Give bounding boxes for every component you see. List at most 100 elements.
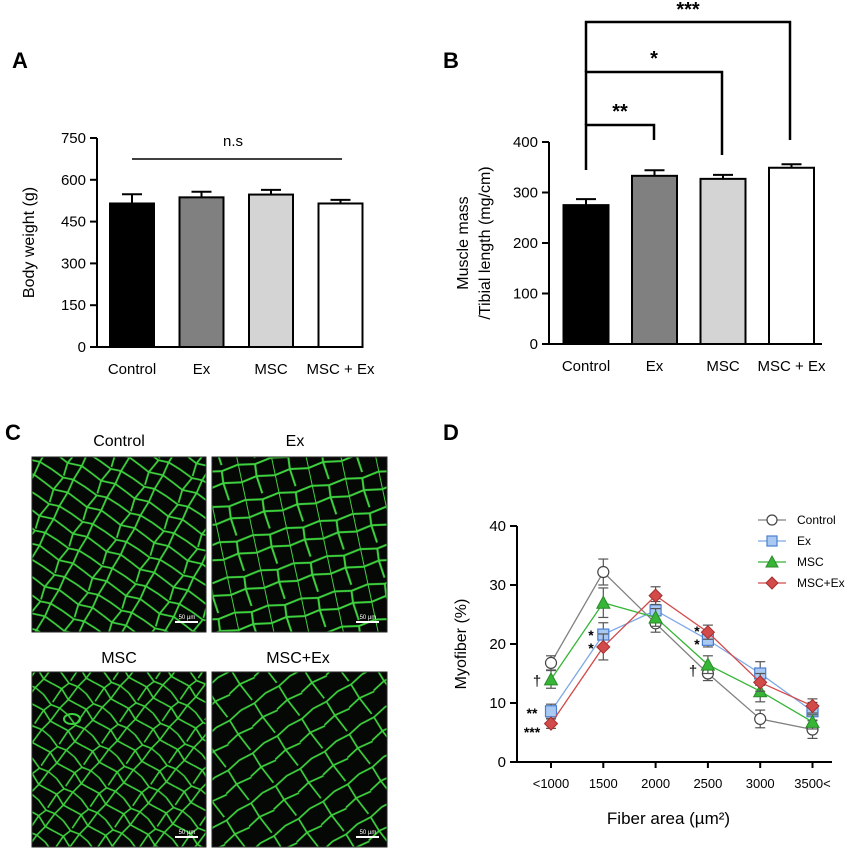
y-tick-label: 600: [61, 172, 86, 189]
data-point: [805, 698, 820, 714]
data-point: [543, 671, 559, 686]
y-axis-label: Muscle mass: [455, 196, 472, 289]
panel-a-bar-chart: 0 150 300 450 600 750 Control Ex MSC MSC + Ex Body…: [21, 130, 375, 378]
data-point: [765, 554, 779, 568]
significance-stars-ex: **: [612, 101, 628, 123]
data-point: [597, 565, 610, 579]
x-tick-label: 3000: [746, 776, 775, 791]
marker-star-1500-b: *: [588, 640, 594, 656]
y-tick-label: 0: [78, 339, 86, 356]
scale-bar-label: 50 µm: [360, 830, 377, 836]
data-point: [648, 588, 663, 603]
y-tick-label: 400: [513, 134, 538, 151]
y-tick-label: 300: [61, 255, 86, 272]
significance-stars-msc: *: [650, 48, 658, 70]
marker-star-2500-a: *: [694, 623, 700, 639]
y-tick-label: 10: [489, 695, 506, 712]
ns-annotation: n.s: [223, 133, 243, 150]
marker-triple-star-1000: ***: [524, 724, 541, 740]
category-label: MSC: [706, 358, 740, 375]
legend-label: Ex: [797, 534, 811, 548]
y-tick-label: 0: [498, 754, 506, 771]
data-point: [596, 639, 611, 655]
y-tick-label: 300: [513, 185, 538, 202]
legend-label: MSC+Ex: [797, 576, 845, 590]
marker-double-star-1000: **: [527, 705, 538, 721]
data-point: [544, 656, 558, 669]
series-line-1: [550, 609, 813, 712]
bar: [178, 196, 225, 348]
category-label: Ex: [193, 361, 211, 378]
panel-letter-b: B: [443, 48, 459, 73]
micrograph-mscex: MSC+Ex 50 µm: [211, 650, 388, 848]
micrograph-ex: Ex 50 µm: [211, 433, 388, 633]
bar: [562, 204, 610, 345]
y-tick-label: 20: [489, 636, 506, 653]
significance-bracket-msc: [584, 70, 724, 155]
panel-d-line-chart: 0 10 20 30 40 <1000 1500 2000 2500 3000 3500< Fiber…: [453, 513, 845, 828]
marker-star-2500-b: *: [694, 636, 700, 652]
data-point: [700, 624, 716, 640]
marker-star-1500-a: *: [588, 627, 594, 643]
data-point: [700, 657, 716, 671]
x-tick-label: 2500: [693, 776, 722, 791]
series-line-3: [550, 594, 813, 725]
y-tick-label: 100: [513, 286, 538, 303]
panel-letter-a: A: [12, 48, 28, 73]
category-label: Control: [108, 361, 156, 378]
scale-bar-label: 50 µm: [179, 615, 196, 621]
data-point: [595, 595, 611, 609]
micrograph-msc: MSC 50 µm: [31, 650, 207, 848]
bar: [631, 174, 678, 345]
x-axis-label: Fiber area (µm²): [607, 809, 730, 828]
bar: [317, 202, 364, 348]
category-label: MSC + Ex: [307, 361, 375, 378]
y-tick-label: 750: [61, 130, 86, 147]
marker-dagger-1000: †: [533, 673, 541, 690]
category-label: MSC: [254, 361, 288, 378]
bar: [109, 202, 155, 348]
y-tick-label: 200: [513, 235, 538, 252]
data-point: [648, 609, 663, 624]
significance-stars-mscex: ***: [676, 0, 700, 21]
y-axis-label: Myofiber (%): [453, 599, 470, 690]
y-tick-label: 450: [61, 214, 86, 231]
x-tick-label: <1000: [533, 776, 570, 791]
category-label: Ex: [646, 358, 664, 375]
scale-bar-label: 50 µm: [360, 615, 377, 621]
micrograph-label-msc: MSC: [101, 650, 137, 667]
scale-bar-label: 50 µm: [179, 830, 196, 836]
micrograph-label-control: Control: [93, 433, 145, 450]
category-label: Control: [562, 358, 610, 375]
y-axis-label: Body weight (g): [21, 187, 38, 298]
data-point: [766, 514, 778, 526]
data-point: [543, 716, 559, 731]
y-tick-label: 30: [489, 577, 506, 594]
data-point: [765, 576, 779, 590]
bar: [768, 166, 815, 345]
micrograph-label-mscex: MSC+Ex: [266, 650, 330, 667]
panel-b-bar-chart: 0 100 200 300 400 Control Ex MSC MSC + Ex Muscle …: [455, 134, 826, 375]
panel-letter-c: C: [5, 420, 21, 445]
legend-label: MSC: [797, 555, 824, 569]
data-point: [754, 712, 767, 726]
significance-bracket-ex: [584, 123, 656, 170]
micrograph-label-ex: Ex: [286, 433, 305, 450]
series-line-0: [550, 570, 813, 731]
x-tick-label: 2000: [641, 776, 670, 791]
data-point: [544, 705, 558, 718]
x-tick-label: 1500: [589, 776, 618, 791]
series-line-2: [550, 601, 813, 723]
legend-label: Control: [797, 513, 836, 527]
significance-bracket-mscex: [584, 20, 792, 140]
data-point: [752, 675, 768, 690]
bar: [699, 177, 747, 345]
y-tick-label: 0: [530, 336, 538, 353]
y-tick-label: 150: [61, 297, 86, 314]
panel-letter-d: D: [443, 420, 459, 445]
micrograph-control: Control 50 µm: [31, 433, 207, 633]
data-point: [805, 714, 820, 728]
marker-dagger-2500: †: [689, 663, 697, 680]
category-label: MSC + Ex: [758, 358, 826, 375]
